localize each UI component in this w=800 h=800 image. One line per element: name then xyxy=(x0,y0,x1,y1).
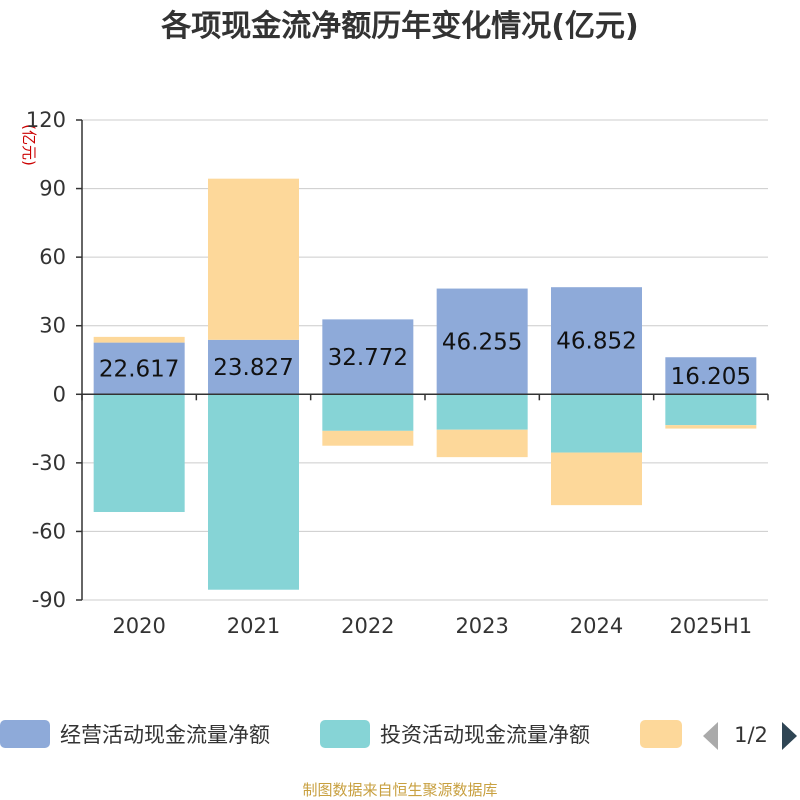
legend-label-operating: 经营活动现金流量净额 xyxy=(60,723,270,747)
y-tick-label: 120 xyxy=(26,108,66,132)
bars xyxy=(93,178,757,590)
x-tick-labels: 2020 2021 2022 2023 2024 2025H1 xyxy=(112,614,752,638)
bar-series2-2023[interactable] xyxy=(436,429,528,458)
bar-series0-2024[interactable] xyxy=(551,287,642,395)
legend: 经营活动现金流量净额 投资活动现金流量净额 1/2 xyxy=(0,720,797,750)
data-label-2025H1: 16.205 xyxy=(671,364,751,390)
legend-swatch-third xyxy=(640,720,682,748)
y-tick-label: -60 xyxy=(32,519,66,543)
bar-series2-2022[interactable] xyxy=(322,430,414,446)
bar-series0-2023[interactable] xyxy=(436,288,528,395)
bar-series2-2025H1[interactable] xyxy=(665,425,757,429)
legend-item-operating[interactable]: 经营活动现金流量净额 xyxy=(0,720,270,748)
gridlines xyxy=(82,119,768,601)
x-tick-label: 2022 xyxy=(341,614,394,638)
y-axis-unit: (亿元) xyxy=(20,124,38,166)
y-tick-label: 90 xyxy=(39,177,66,201)
bar-series1-2020[interactable] xyxy=(93,394,185,512)
y-tick-label: 30 xyxy=(39,314,66,338)
y-tick-label: -90 xyxy=(32,588,66,612)
data-labels: 22.617 23.827 32.772 46.255 46.852 16.205 xyxy=(99,329,751,390)
bar-series2-2020[interactable] xyxy=(93,336,185,343)
x-tick-label: 2025H1 xyxy=(670,614,753,638)
bar-series1-2023[interactable] xyxy=(436,394,528,430)
axes xyxy=(76,119,769,601)
bar-series1-2021[interactable] xyxy=(208,394,299,590)
y-tick-label: -30 xyxy=(32,451,66,475)
legend-item-third[interactable] xyxy=(640,720,682,748)
bar-series1-2025H1[interactable] xyxy=(665,394,757,426)
y-tick-label: 0 xyxy=(53,382,66,406)
y-tick-labels: 120 90 60 30 0 -30 -60 -90 xyxy=(26,108,66,612)
data-label-2020: 22.617 xyxy=(99,356,179,382)
x-tick-label: 2023 xyxy=(455,614,508,638)
bar-series0-2021[interactable] xyxy=(208,339,299,395)
y-tick-label: 60 xyxy=(39,245,66,269)
legend-item-investing[interactable]: 投资活动现金流量净额 xyxy=(320,720,590,748)
bar-series2-2021[interactable] xyxy=(208,178,299,340)
legend-next-page-icon[interactable] xyxy=(782,722,797,750)
bar-series0-2020[interactable] xyxy=(93,342,185,395)
x-tick-label: 2024 xyxy=(570,614,623,638)
bar-series0-2022[interactable] xyxy=(322,319,414,395)
x-tick-label: 2021 xyxy=(227,614,280,638)
data-source-note: 制图数据来自恒生聚源数据库 xyxy=(302,781,497,799)
legend-page-indicator: 1/2 xyxy=(734,723,768,747)
data-label-2023: 46.255 xyxy=(442,329,522,355)
bar-series2-2024[interactable] xyxy=(551,452,642,506)
legend-swatch-operating xyxy=(0,720,50,748)
legend-prev-page-icon[interactable] xyxy=(703,722,718,750)
data-label-2021: 23.827 xyxy=(213,355,293,381)
x-tick-label: 2020 xyxy=(112,614,165,638)
legend-swatch-investing xyxy=(320,720,370,748)
bar-series1-2022[interactable] xyxy=(322,394,414,431)
data-label-2024: 46.852 xyxy=(556,329,636,355)
bar-series0-2025H1[interactable] xyxy=(665,357,757,395)
data-label-2022: 32.772 xyxy=(328,345,408,371)
bar-series1-2024[interactable] xyxy=(551,394,642,453)
chart-title: 各项现金流净额历年变化情况(亿元) xyxy=(160,9,638,44)
legend-label-investing: 投资活动现金流量净额 xyxy=(380,723,590,747)
